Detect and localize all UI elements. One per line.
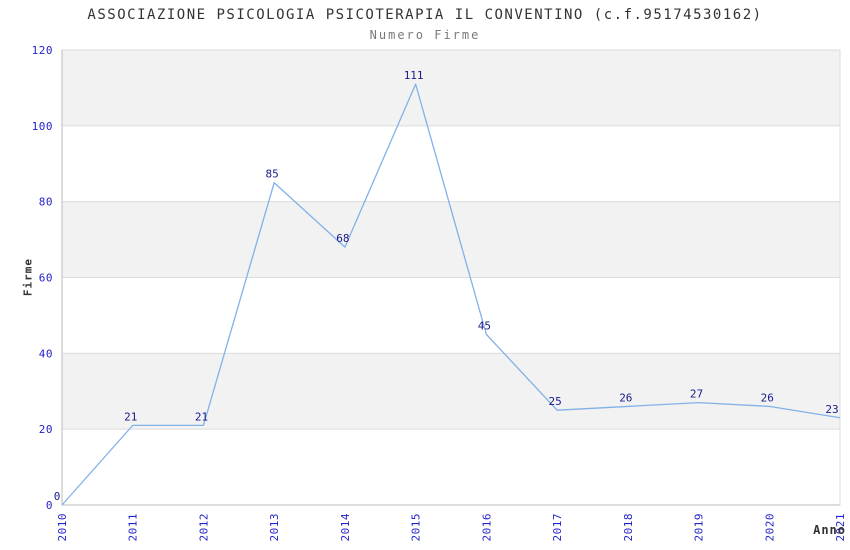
x-tick-label: 2017 [551, 513, 564, 542]
y-tick-label: 60 [39, 272, 53, 285]
x-tick-label: 2010 [56, 513, 69, 542]
y-tick-label: 40 [39, 347, 53, 360]
x-tick-label: 2015 [410, 513, 423, 542]
plot-band [62, 353, 840, 430]
plot-band [62, 429, 840, 505]
data-label: 45 [478, 319, 491, 332]
x-tick-label: 2020 [763, 513, 776, 542]
data-label: 85 [266, 168, 279, 181]
x-tick-label: 2014 [339, 513, 352, 542]
data-label: 26 [619, 391, 632, 404]
data-label: 21 [195, 410, 208, 423]
x-tick-label: 2021 [834, 513, 847, 542]
data-label: 68 [336, 232, 349, 245]
data-label: 26 [761, 391, 774, 404]
x-tick-label: 2018 [622, 513, 635, 542]
y-tick-label: 0 [46, 499, 53, 512]
y-tick-label: 100 [32, 120, 53, 133]
data-label: 111 [404, 69, 424, 82]
plot-band [62, 125, 840, 202]
y-axis-title: Firme [21, 257, 35, 297]
x-tick-label: 2019 [693, 513, 706, 542]
data-label: 27 [690, 388, 703, 401]
x-tick-label: 2011 [127, 513, 140, 542]
chart-subtitle: Numero Firme [369, 28, 481, 42]
y-tick-label: 20 [39, 423, 53, 436]
series-line [61, 83, 841, 506]
plot-band [62, 50, 840, 126]
data-label: 23 [825, 403, 838, 416]
plot-band [62, 201, 840, 278]
x-tick-label: 2012 [197, 513, 210, 542]
data-label: 0 [54, 490, 61, 503]
plot-band [62, 277, 840, 354]
x-tick-label: 2013 [268, 513, 281, 542]
chart-title: ASSOCIAZIONE PSICOLOGIA PSICOTERAPIA IL … [87, 7, 763, 23]
x-tick-label: 2016 [480, 513, 493, 542]
y-tick-label: 120 [32, 44, 53, 57]
data-label: 25 [548, 395, 561, 408]
data-label: 21 [124, 410, 137, 423]
y-tick-label: 80 [39, 196, 53, 209]
x-axis-title: Anno [813, 523, 846, 537]
